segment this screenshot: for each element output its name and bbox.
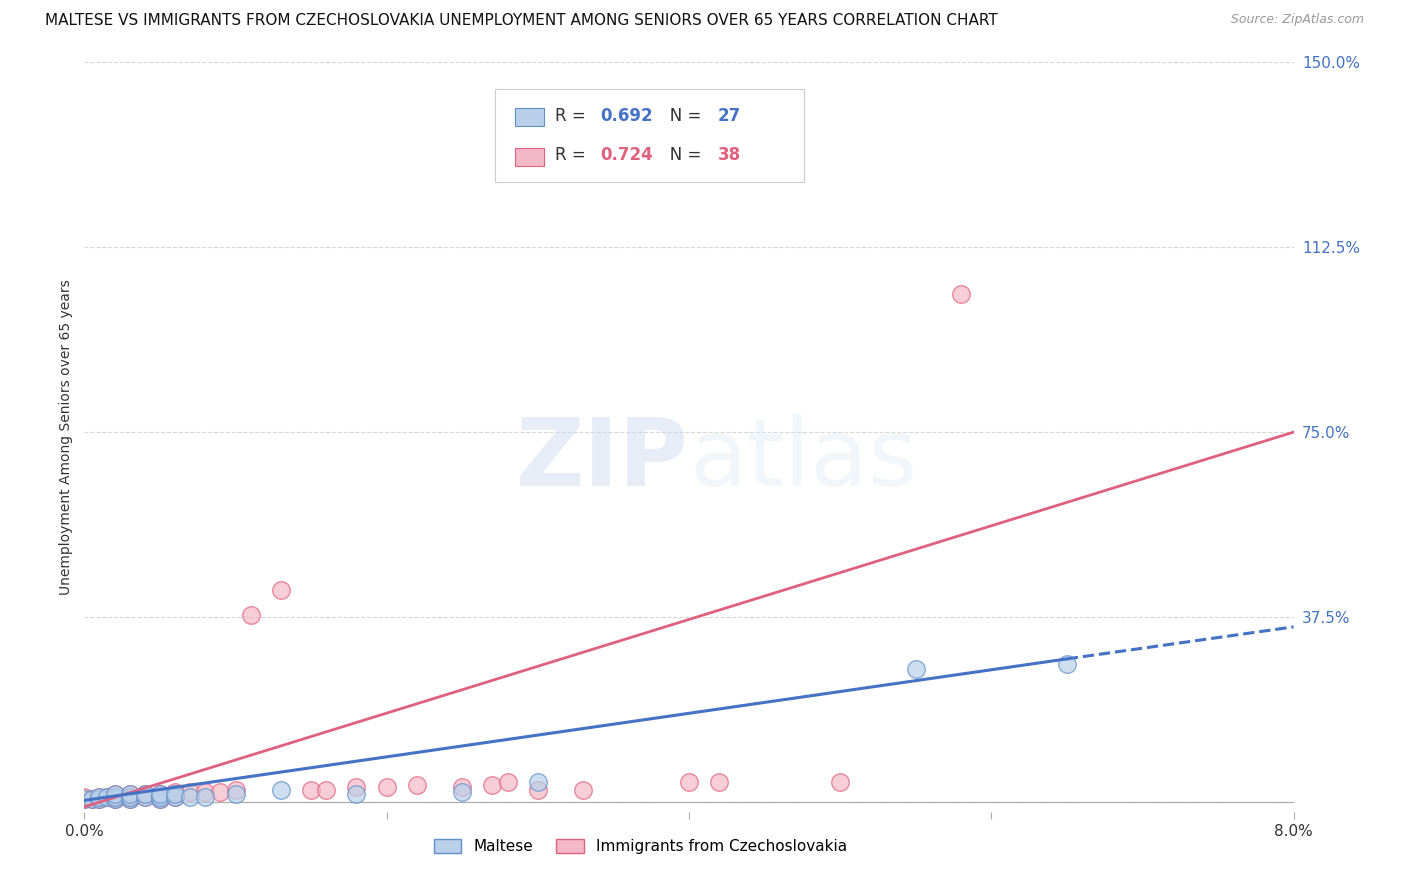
Point <box>118 789 141 804</box>
Point <box>73 792 96 806</box>
Point <box>346 780 368 794</box>
Point <box>496 775 519 789</box>
Text: ZIP: ZIP <box>516 414 689 506</box>
Point <box>134 788 156 802</box>
Point <box>149 788 172 802</box>
Text: R =: R = <box>555 107 591 125</box>
Point <box>194 789 217 804</box>
Point <box>118 788 141 802</box>
Point <box>149 788 172 802</box>
Point <box>89 789 111 804</box>
Point <box>375 780 398 794</box>
Point <box>451 785 474 799</box>
Point <box>527 782 550 797</box>
Point <box>104 792 127 806</box>
Point <box>96 789 118 804</box>
FancyBboxPatch shape <box>495 88 804 182</box>
Point <box>149 792 172 806</box>
Point <box>104 789 127 804</box>
Text: 0.724: 0.724 <box>600 146 654 164</box>
Point <box>118 789 141 804</box>
Text: Source: ZipAtlas.com: Source: ZipAtlas.com <box>1230 13 1364 27</box>
Legend: Maltese, Immigrants from Czechoslovakia: Maltese, Immigrants from Czechoslovakia <box>427 833 853 860</box>
Point <box>225 788 247 802</box>
Point <box>134 789 156 804</box>
Point <box>209 785 232 799</box>
Point <box>149 789 172 804</box>
Point <box>73 789 96 804</box>
Point <box>194 785 217 799</box>
Point <box>80 792 103 806</box>
Point <box>118 788 141 802</box>
Point <box>118 792 141 806</box>
Point <box>830 775 852 789</box>
Point <box>572 782 595 797</box>
Point <box>165 789 187 804</box>
Point <box>179 789 201 804</box>
Point <box>104 792 127 806</box>
Point <box>118 792 141 806</box>
Point <box>406 778 429 792</box>
Point <box>165 785 187 799</box>
FancyBboxPatch shape <box>515 148 544 166</box>
Text: atlas: atlas <box>689 414 917 506</box>
Text: N =: N = <box>654 146 706 164</box>
Point <box>225 782 247 797</box>
Point <box>527 775 550 789</box>
Point <box>179 785 201 799</box>
Point <box>165 788 187 802</box>
Point <box>73 792 96 806</box>
Text: N =: N = <box>654 107 706 125</box>
Point <box>904 662 927 676</box>
Point <box>346 788 368 802</box>
FancyBboxPatch shape <box>515 108 544 127</box>
Point <box>315 782 337 797</box>
Text: MALTESE VS IMMIGRANTS FROM CZECHOSLOVAKIA UNEMPLOYMENT AMONG SENIORS OVER 65 YEA: MALTESE VS IMMIGRANTS FROM CZECHOSLOVAKI… <box>45 13 998 29</box>
Point <box>1056 657 1078 671</box>
Point <box>270 582 292 597</box>
Point <box>678 775 700 789</box>
Point <box>299 782 322 797</box>
Point <box>270 782 292 797</box>
Text: 27: 27 <box>718 107 741 125</box>
Point <box>481 778 503 792</box>
Point <box>134 789 156 804</box>
Point <box>149 792 172 806</box>
Point <box>104 788 127 802</box>
Text: 38: 38 <box>718 146 741 164</box>
Point <box>104 789 127 804</box>
Point <box>709 775 731 789</box>
Point <box>104 788 127 802</box>
Point <box>80 792 103 806</box>
Point <box>451 780 474 794</box>
Point <box>950 287 973 301</box>
Text: R =: R = <box>555 146 591 164</box>
Point <box>89 789 111 804</box>
Point <box>165 789 187 804</box>
Y-axis label: Unemployment Among Seniors over 65 years: Unemployment Among Seniors over 65 years <box>59 279 73 595</box>
Text: 0.692: 0.692 <box>600 107 654 125</box>
Point <box>89 792 111 806</box>
Point <box>239 607 262 622</box>
Point <box>89 792 111 806</box>
Point <box>96 789 118 804</box>
Point <box>134 788 156 802</box>
